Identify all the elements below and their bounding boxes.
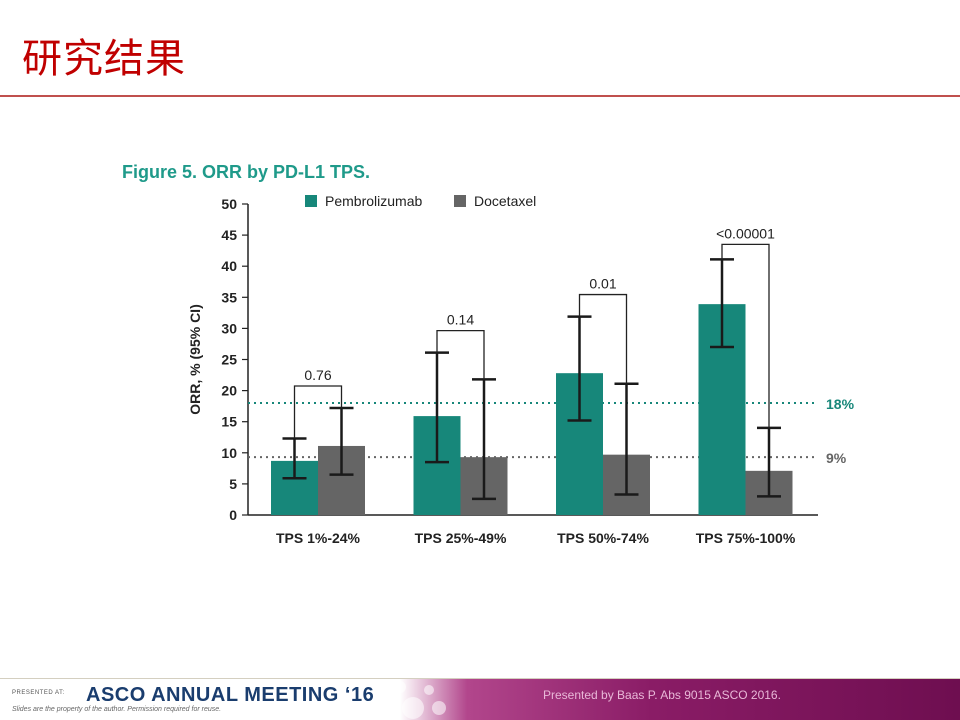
y-tick-label: 50 [221, 196, 237, 212]
y-tick-label: 5 [229, 476, 237, 492]
figure-title: Figure 5. ORR by PD-L1 TPS. [122, 162, 371, 182]
y-axis-label: ORR, % (95% CI) [187, 304, 203, 414]
x-tick-label: TPS 25%-49% [415, 530, 507, 546]
presenter-credit: Presented by Baas P. Abs 9015 ASCO 2016. [543, 688, 781, 702]
reference-line-label: 9% [826, 450, 847, 466]
y-tick-label: 35 [221, 289, 237, 305]
footer-divider [0, 678, 960, 679]
presented-at-label: PRESENTED AT: [12, 690, 65, 696]
legend-label: Pembrolizumab [325, 193, 422, 209]
y-tick-label: 15 [221, 414, 237, 430]
orr-bar-chart: 0 5 10 15 20 25 30 35 40 45 50 ORR, % (95% CI) 18% 9%… [187, 193, 855, 546]
comparison-bracket [721, 243, 770, 428]
y-tick-label: 0 [229, 507, 237, 523]
title-divider [0, 95, 960, 97]
reference-line-label: 18% [826, 396, 855, 412]
legend-swatch [305, 195, 317, 207]
y-tick-label: 40 [221, 258, 237, 274]
comparison-bracket [293, 385, 343, 439]
p-value-label: 0.14 [447, 312, 474, 328]
x-tick-label: TPS 75%-100% [696, 530, 796, 546]
comparison-bracket [578, 293, 628, 384]
legend-label: Docetaxel [474, 193, 536, 209]
y-tick-label: 25 [221, 352, 237, 368]
meeting-name: ASCO ANNUAL MEETING ‘16 [86, 684, 375, 706]
y-tick-label: 20 [221, 383, 237, 399]
copyright-note: Slides are the property of the author. P… [12, 706, 222, 713]
footer-gradient-band [400, 679, 960, 720]
p-value-label: <0.00001 [716, 225, 775, 241]
y-tick-label: 10 [221, 445, 237, 461]
slide-title: 研究结果 [22, 36, 186, 82]
x-tick-label: TPS 50%-74% [557, 530, 649, 546]
p-value-label: 0.01 [589, 276, 616, 292]
bubble-decoration [372, 679, 462, 720]
legend-swatch [454, 195, 466, 207]
y-tick-label: 30 [221, 320, 237, 336]
x-tick-label: TPS 1%-24% [276, 530, 361, 546]
p-value-label: 0.76 [304, 367, 331, 383]
comparison-bracket [436, 330, 485, 380]
y-tick-label: 45 [221, 227, 237, 243]
